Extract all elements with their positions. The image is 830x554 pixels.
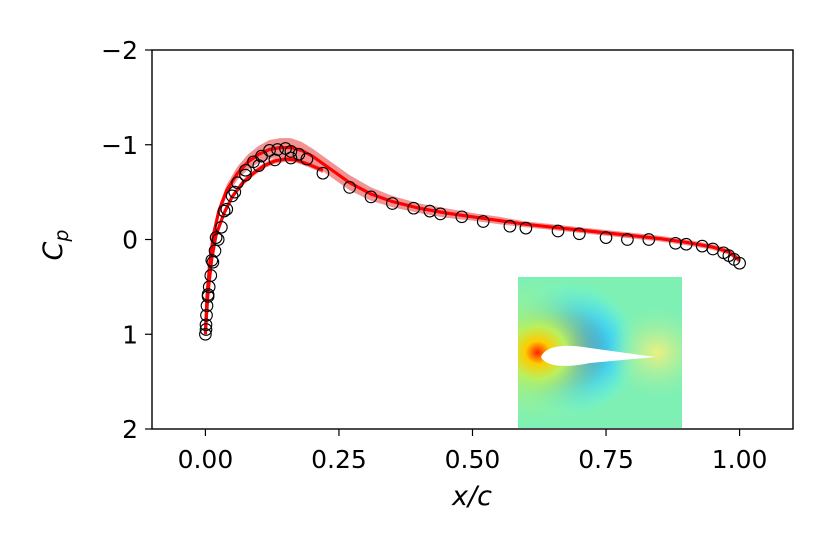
x-axis: 0.00 0.25 0.50 0.75 1.00	[178, 429, 768, 474]
x-tick-label: 0.25	[311, 445, 367, 474]
reference-marker	[343, 181, 356, 194]
reference-marker	[204, 269, 218, 282]
y-tick-label: 0	[122, 226, 138, 255]
reference-marker	[201, 288, 215, 301]
reference-marker	[503, 219, 517, 233]
x-tick-label: 1.00	[712, 445, 768, 474]
y-tick-label: −2	[101, 36, 138, 65]
x-tick-label: 0.50	[445, 445, 501, 474]
uncertainty-band-1	[205, 156, 323, 335]
reference-marker	[239, 163, 252, 177]
reference-marker	[228, 185, 242, 199]
y-axis: −2 −1 0 1 2	[101, 36, 152, 444]
reference-marker	[386, 197, 399, 210]
reference-marker	[572, 227, 586, 241]
reference-marker	[239, 168, 252, 182]
y-tick-label: 1	[122, 320, 138, 349]
flow-field-inset	[518, 277, 682, 428]
reference-marker	[733, 256, 746, 270]
reference-marker	[364, 190, 378, 204]
reference-marker	[621, 233, 634, 246]
reference-marker	[679, 237, 693, 251]
x-tick-label: 0.75	[578, 445, 634, 474]
reference-marker	[407, 201, 421, 215]
y-axis-label: Cp	[38, 230, 73, 261]
reference-marker	[316, 166, 330, 180]
reference-marker	[551, 224, 565, 238]
reference-marker	[252, 159, 266, 172]
y-tick-label: −1	[101, 131, 138, 160]
x-tick-label: 0.00	[178, 445, 234, 474]
reference-marker	[217, 204, 231, 218]
reference-marker	[211, 233, 225, 246]
reference-marker	[220, 202, 234, 216]
reference-marker	[599, 231, 613, 244]
y-tick-label: 2	[122, 415, 138, 444]
y-axis-label-main: C	[38, 241, 69, 260]
reference-marker	[300, 152, 314, 166]
reference-marker	[476, 215, 490, 228]
reference-marker	[268, 153, 282, 167]
reference-marker	[455, 210, 469, 224]
reference-marker	[642, 233, 656, 246]
reference-marker	[205, 253, 219, 267]
reference-marker	[215, 220, 228, 234]
reference-marker	[434, 207, 447, 221]
reference-marker	[284, 145, 298, 158]
reference-marker	[200, 308, 213, 322]
prediction-line-1	[203, 157, 324, 332]
reference-marker	[263, 144, 276, 157]
y-axis-label-subscript: p	[51, 230, 73, 243]
reference-marker	[199, 327, 212, 341]
reference-marker	[199, 323, 213, 336]
reference-marker	[225, 189, 239, 203]
reference-marker	[231, 176, 244, 190]
x-axis-label: x/c	[451, 481, 492, 512]
plot-frame	[151, 49, 794, 430]
reference-marker	[519, 221, 533, 235]
reference-marker	[199, 318, 213, 332]
prediction-line-0	[203, 146, 741, 335]
reference-marker	[209, 231, 223, 244]
airfoil-shape	[541, 345, 655, 366]
reference-marker	[284, 151, 298, 165]
reference-marker	[208, 244, 222, 258]
reference-marker	[669, 236, 682, 250]
